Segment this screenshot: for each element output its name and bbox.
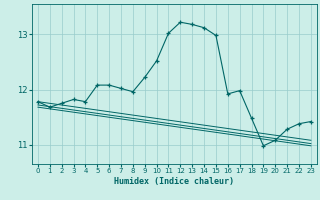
X-axis label: Humidex (Indice chaleur): Humidex (Indice chaleur) — [115, 177, 234, 186]
